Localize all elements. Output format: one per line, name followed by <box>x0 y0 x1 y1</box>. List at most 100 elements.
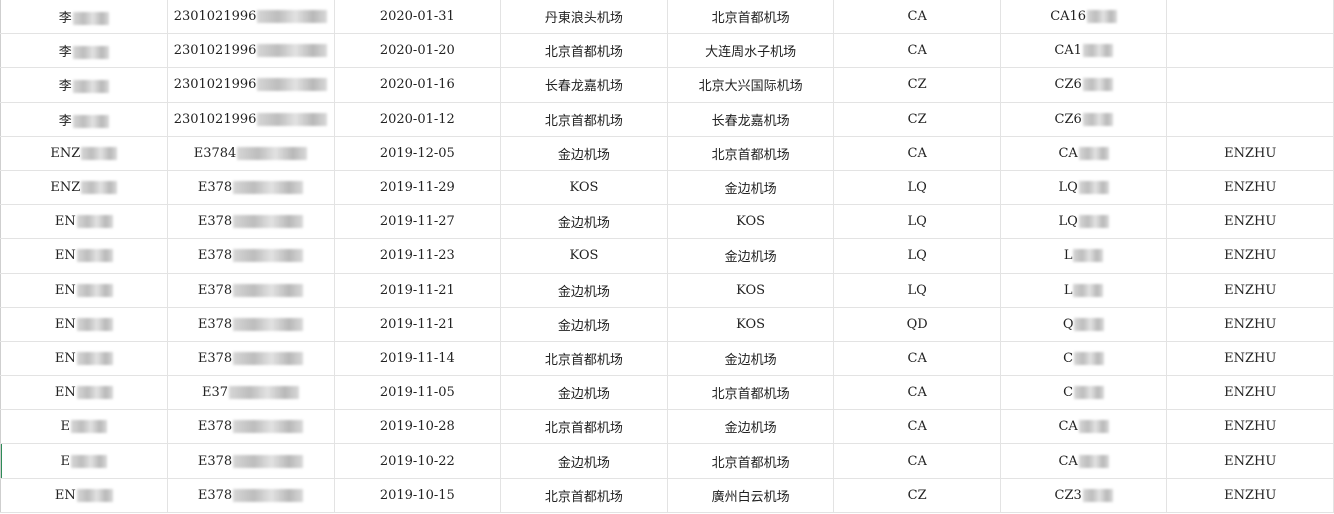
cell-arrival-airport[interactable]: KOS <box>666 272 835 308</box>
cell-departure-airport[interactable]: KOS <box>500 238 668 274</box>
cell-passenger-name[interactable]: 李 <box>0 0 168 35</box>
cell-flight-number[interactable]: CA <box>999 443 1168 479</box>
cell-note[interactable]: ENZHU <box>1166 169 1334 206</box>
cell-arrival-airport[interactable]: 金边机场 <box>666 169 835 206</box>
cell-note[interactable]: ENZHU <box>1166 135 1334 171</box>
cell-note[interactable]: ENZHU <box>1166 204 1334 240</box>
cell-passenger-name[interactable]: EN <box>0 375 168 411</box>
cell-flight-number[interactable]: C <box>999 375 1168 411</box>
cell-flight-date[interactable]: 2019-11-27 <box>333 204 502 240</box>
cell-departure-airport[interactable]: 金边机场 <box>500 135 668 171</box>
cell-flight-date[interactable]: 2019-11-21 <box>333 306 502 342</box>
cell-note[interactable] <box>1166 67 1334 103</box>
cell-passenger-name[interactable]: 李 <box>0 33 168 69</box>
cell-flight-date[interactable]: 2019-11-14 <box>333 340 502 377</box>
cell-departure-airport[interactable]: 金边机场 <box>500 375 668 411</box>
cell-note[interactable] <box>1166 101 1334 137</box>
cell-note[interactable]: ENZHU <box>1166 340 1334 377</box>
cell-flight-number[interactable]: CA1 <box>999 33 1168 69</box>
cell-flight-date[interactable]: 2020-01-12 <box>333 101 502 137</box>
cell-id-number[interactable]: E378 <box>166 340 335 377</box>
cell-note[interactable] <box>1166 0 1334 35</box>
cell-flight-number[interactable]: Q <box>999 306 1168 342</box>
cell-airline-code[interactable]: LQ <box>833 272 1001 308</box>
cell-departure-airport[interactable]: 北京首都机场 <box>500 101 668 137</box>
cell-id-number[interactable]: 2301021996 <box>166 101 335 137</box>
cell-airline-code[interactable]: CZ <box>833 101 1001 137</box>
cell-flight-number[interactable]: CZ6 <box>999 67 1168 103</box>
cell-airline-code[interactable]: CA <box>833 443 1001 479</box>
cell-passenger-name[interactable]: ENZ <box>0 135 168 171</box>
cell-airline-code[interactable]: CA <box>833 409 1001 445</box>
cell-departure-airport[interactable]: 丹東浪头机场 <box>500 0 668 35</box>
cell-passenger-name[interactable]: EN <box>0 477 168 513</box>
cell-flight-number[interactable]: LQ <box>999 204 1168 240</box>
cell-airline-code[interactable]: QD <box>833 306 1001 342</box>
cell-passenger-name[interactable]: 李 <box>0 101 168 137</box>
cell-flight-date[interactable]: 2020-01-16 <box>333 67 502 103</box>
cell-passenger-name[interactable]: E <box>0 409 168 445</box>
cell-flight-date[interactable]: 2019-10-15 <box>333 477 502 513</box>
cell-departure-airport[interactable]: 金边机场 <box>500 306 668 342</box>
cell-id-number[interactable]: 2301021996 <box>166 33 335 69</box>
cell-note[interactable]: ENZHU <box>1166 238 1334 274</box>
cell-airline-code[interactable]: LQ <box>833 204 1001 240</box>
cell-departure-airport[interactable]: 金边机场 <box>500 443 668 479</box>
cell-id-number[interactable]: E378 <box>166 443 335 479</box>
cell-airline-code[interactable]: LQ <box>833 238 1001 274</box>
cell-arrival-airport[interactable]: 廣州白云机场 <box>666 477 835 513</box>
cell-flight-date[interactable]: 2020-01-31 <box>333 0 502 35</box>
cell-id-number[interactable]: E378 <box>166 169 335 206</box>
cell-id-number[interactable]: E3784 <box>166 135 335 171</box>
cell-id-number[interactable]: E378 <box>166 409 335 445</box>
cell-airline-code[interactable]: LQ <box>833 169 1001 206</box>
cell-arrival-airport[interactable]: 北京首都机场 <box>666 443 835 479</box>
cell-departure-airport[interactable]: KOS <box>500 169 668 206</box>
cell-airline-code[interactable]: CZ <box>833 477 1001 513</box>
cell-departure-airport[interactable]: 长春龙嘉机场 <box>500 67 668 103</box>
cell-flight-date[interactable]: 2019-11-21 <box>333 272 502 308</box>
cell-passenger-name[interactable]: EN <box>0 340 168 377</box>
cell-flight-number[interactable]: CA16 <box>999 0 1168 35</box>
cell-departure-airport[interactable]: 北京首都机场 <box>500 33 668 69</box>
cell-flight-number[interactable]: CA <box>999 135 1168 171</box>
cell-airline-code[interactable]: CA <box>833 340 1001 377</box>
cell-flight-date[interactable]: 2019-12-05 <box>333 135 502 171</box>
cell-arrival-airport[interactable]: 金边机场 <box>666 340 835 377</box>
cell-airline-code[interactable]: CA <box>833 33 1001 69</box>
cell-id-number[interactable]: E37 <box>166 375 335 411</box>
cell-note[interactable]: ENZHU <box>1166 477 1334 513</box>
cell-departure-airport[interactable]: 金边机场 <box>500 204 668 240</box>
cell-id-number[interactable]: E378 <box>166 477 335 513</box>
cell-departure-airport[interactable]: 北京首都机场 <box>500 340 668 377</box>
cell-note[interactable]: ENZHU <box>1166 443 1334 479</box>
cell-id-number[interactable]: E378 <box>166 272 335 308</box>
cell-flight-number[interactable]: L <box>999 272 1168 308</box>
cell-passenger-name[interactable]: E <box>0 443 168 479</box>
cell-flight-number[interactable]: CZ3 <box>999 477 1168 513</box>
cell-flight-number[interactable]: LQ <box>999 169 1168 206</box>
cell-id-number[interactable]: E378 <box>166 204 335 240</box>
cell-airline-code[interactable]: CA <box>833 135 1001 171</box>
cell-flight-date[interactable]: 2019-11-05 <box>333 375 502 411</box>
cell-flight-number[interactable]: CA <box>999 409 1168 445</box>
cell-flight-number[interactable]: L <box>999 238 1168 274</box>
cell-passenger-name[interactable]: EN <box>0 204 168 240</box>
cell-id-number[interactable]: 2301021996 <box>166 67 335 103</box>
cell-arrival-airport[interactable]: KOS <box>666 306 835 342</box>
cell-arrival-airport[interactable]: 北京首都机场 <box>666 135 835 171</box>
cell-passenger-name[interactable]: 李 <box>0 67 168 103</box>
cell-note[interactable] <box>1166 33 1334 69</box>
cell-departure-airport[interactable]: 北京首都机场 <box>500 409 668 445</box>
cell-arrival-airport[interactable]: 金边机场 <box>666 238 835 274</box>
cell-arrival-airport[interactable]: 长春龙嘉机场 <box>666 101 835 137</box>
cell-id-number[interactable]: E378 <box>166 306 335 342</box>
cell-passenger-name[interactable]: EN <box>0 272 168 308</box>
cell-id-number[interactable]: E378 <box>166 238 335 274</box>
cell-airline-code[interactable]: CA <box>833 375 1001 411</box>
cell-arrival-airport[interactable]: 北京首都机场 <box>666 375 835 411</box>
cell-departure-airport[interactable]: 金边机场 <box>500 272 668 308</box>
cell-passenger-name[interactable]: EN <box>0 306 168 342</box>
cell-passenger-name[interactable]: ENZ <box>0 169 168 206</box>
cell-flight-date[interactable]: 2019-11-23 <box>333 238 502 274</box>
